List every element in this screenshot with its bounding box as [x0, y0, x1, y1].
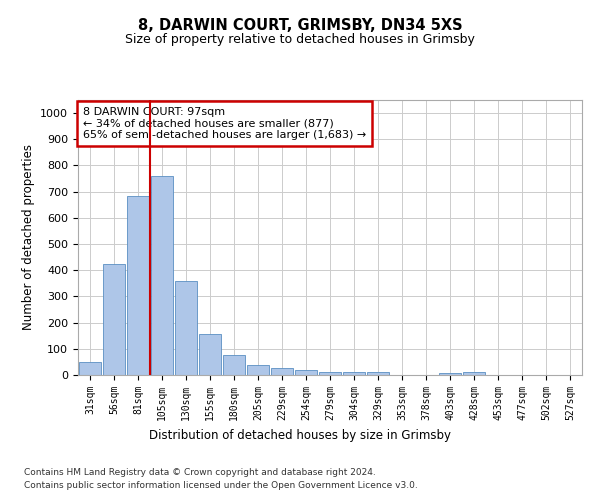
Bar: [463, 372, 485, 375]
Bar: [439, 373, 461, 375]
Bar: [271, 368, 293, 375]
Bar: [247, 364, 269, 375]
Y-axis label: Number of detached properties: Number of detached properties: [22, 144, 35, 330]
Bar: [151, 176, 173, 375]
Text: Size of property relative to detached houses in Grimsby: Size of property relative to detached ho…: [125, 32, 475, 46]
Text: 8, DARWIN COURT, GRIMSBY, DN34 5XS: 8, DARWIN COURT, GRIMSBY, DN34 5XS: [137, 18, 463, 32]
Bar: [223, 356, 245, 375]
Bar: [319, 372, 341, 375]
Text: Contains HM Land Registry data © Crown copyright and database right 2024.: Contains HM Land Registry data © Crown c…: [24, 468, 376, 477]
Bar: [295, 370, 317, 375]
Bar: [127, 196, 149, 375]
Text: Distribution of detached houses by size in Grimsby: Distribution of detached houses by size …: [149, 428, 451, 442]
Bar: [103, 264, 125, 375]
Bar: [199, 334, 221, 375]
Text: 8 DARWIN COURT: 97sqm
← 34% of detached houses are smaller (877)
65% of semi-det: 8 DARWIN COURT: 97sqm ← 34% of detached …: [83, 107, 366, 140]
Bar: [175, 280, 197, 375]
Bar: [367, 372, 389, 375]
Bar: [79, 362, 101, 375]
Text: Contains public sector information licensed under the Open Government Licence v3: Contains public sector information licen…: [24, 482, 418, 490]
Bar: [343, 372, 365, 375]
